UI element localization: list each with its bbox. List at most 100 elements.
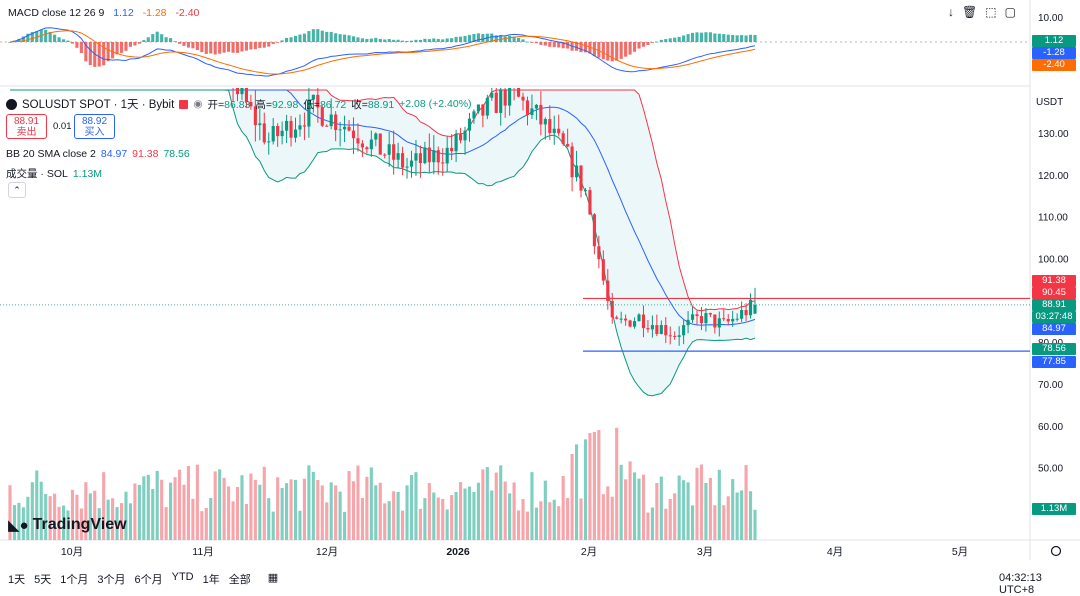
volume-bar — [133, 483, 137, 540]
candle-body — [450, 147, 454, 152]
volume-bar — [753, 509, 757, 540]
volume-legend: 成交量 · SOL 1.13M — [6, 166, 102, 181]
volume-bar — [597, 429, 601, 540]
macd-hist-bar — [137, 42, 141, 44]
volume-bar — [142, 476, 146, 540]
candle-body — [530, 108, 534, 115]
candle-body — [383, 154, 387, 156]
tf-6m[interactable]: 6个月 — [134, 574, 163, 586]
volume-bar — [249, 473, 253, 540]
brand-name: TradingView — [32, 516, 127, 533]
macd-hist-bar — [445, 38, 449, 42]
buy-button[interactable]: 88.92 买入 — [74, 114, 115, 139]
macd-hist-bar — [351, 36, 356, 42]
candle-body — [731, 318, 735, 322]
volume-bar — [731, 479, 735, 540]
volume-label[interactable]: 成交量 · SOL — [6, 168, 68, 180]
volume-bar — [111, 498, 115, 540]
tf-5d[interactable]: 5天 — [34, 574, 52, 586]
volume-bar — [530, 472, 534, 540]
candle-body — [503, 89, 507, 106]
macd-hist-bar — [218, 42, 222, 54]
tf-1y[interactable]: 1年 — [202, 574, 220, 586]
close-value: 88.91 — [367, 98, 395, 111]
fullscreen-icon[interactable]: ▢ — [1004, 5, 1016, 19]
badge-macd: 1.12 — [1032, 35, 1076, 47]
macd-legend: MACD close 12 26 9 1.12 -1.28 -2.40 — [8, 7, 199, 19]
candle-body — [454, 134, 458, 152]
macd-hist-value: -2.40 — [175, 7, 200, 19]
candle-body — [566, 143, 570, 147]
trash-icon[interactable]: 🗑 — [962, 5, 978, 19]
macd-hist-bar — [325, 31, 329, 42]
volume-bar — [418, 508, 422, 540]
candle-body — [240, 88, 244, 95]
macd-hist-bar — [655, 41, 659, 43]
macd-hist-bar — [182, 42, 186, 46]
bb-label[interactable]: BB 20 SMA close 2 — [6, 148, 96, 160]
tradingview-logo: ◣● TradingView — [8, 516, 127, 534]
candle-body — [481, 104, 485, 116]
badge-volume: 1.13M — [1032, 503, 1076, 515]
macd-hist-bar — [88, 42, 92, 66]
download-icon[interactable]: ↓ — [948, 5, 954, 19]
candle-body — [619, 318, 623, 320]
volume-bar — [396, 491, 400, 540]
tf-ytd[interactable]: YTD — [171, 571, 194, 583]
volume-bar — [427, 483, 431, 540]
volume-bar — [351, 481, 356, 540]
macd-hist-bar — [704, 32, 708, 42]
macd-hist-bar — [574, 42, 579, 51]
volume-bar — [88, 493, 92, 540]
volume-bar — [200, 511, 204, 540]
volume-bar — [244, 503, 248, 540]
volume-bar — [646, 512, 650, 540]
volume-bar — [128, 503, 133, 540]
calendar-icon[interactable]: ▦ — [267, 572, 279, 584]
macd-hist-bar — [566, 42, 570, 49]
candle-body — [311, 94, 315, 100]
sell-button[interactable]: 88.91 卖出 — [6, 114, 47, 139]
macd-hist-bar — [258, 42, 262, 48]
macd-hist-bar — [583, 42, 588, 53]
macd-hist-bar — [713, 33, 717, 42]
tf-3m[interactable]: 3个月 — [97, 574, 126, 586]
macd-hist-bar — [378, 38, 382, 42]
eye-icon[interactable]: ◉ — [193, 98, 203, 110]
macd-tick-label: 10.00 — [1038, 13, 1063, 24]
macd-hist-bar — [177, 42, 182, 44]
maximize-icon[interactable]: ⬚ — [985, 5, 997, 19]
tf-all[interactable]: 全部 — [228, 574, 251, 586]
candle-body — [441, 162, 445, 164]
candle-body — [427, 147, 431, 163]
badge-blue-line: 77.85 — [1032, 356, 1076, 368]
chevron-up-icon[interactable]: ⌃ — [8, 182, 26, 198]
candle-body — [508, 88, 512, 106]
macd-hist-bar — [329, 31, 333, 42]
tf-1d[interactable]: 1天 — [8, 574, 26, 586]
candle-body — [699, 316, 704, 324]
macd-hist-bar — [548, 42, 552, 47]
volume-bar — [454, 491, 458, 540]
candle-body — [615, 317, 619, 319]
candle-body — [490, 92, 494, 98]
macd-hist-bar — [160, 34, 164, 42]
volume-bar — [476, 482, 480, 540]
volume-bar — [668, 499, 672, 540]
candle-body — [521, 96, 525, 101]
candle-body — [401, 153, 405, 168]
candle-body — [334, 114, 338, 131]
macd-hist-bar — [418, 39, 422, 42]
volume-bar — [579, 498, 583, 540]
macd-hist-bar — [48, 31, 52, 42]
macd-hist-bar — [401, 40, 405, 42]
tf-1m[interactable]: 1个月 — [60, 574, 89, 586]
volume-bar — [432, 492, 436, 540]
volume-bar — [748, 491, 753, 540]
currency-label[interactable]: USDT — [1036, 97, 1064, 108]
candle-body — [316, 94, 320, 108]
macd-signal-value: -1.28 — [142, 7, 167, 19]
symbol-title[interactable]: SOLUSDT SPOT · 1天 · Bybit — [22, 99, 175, 111]
settings-icon — [1050, 545, 1062, 557]
